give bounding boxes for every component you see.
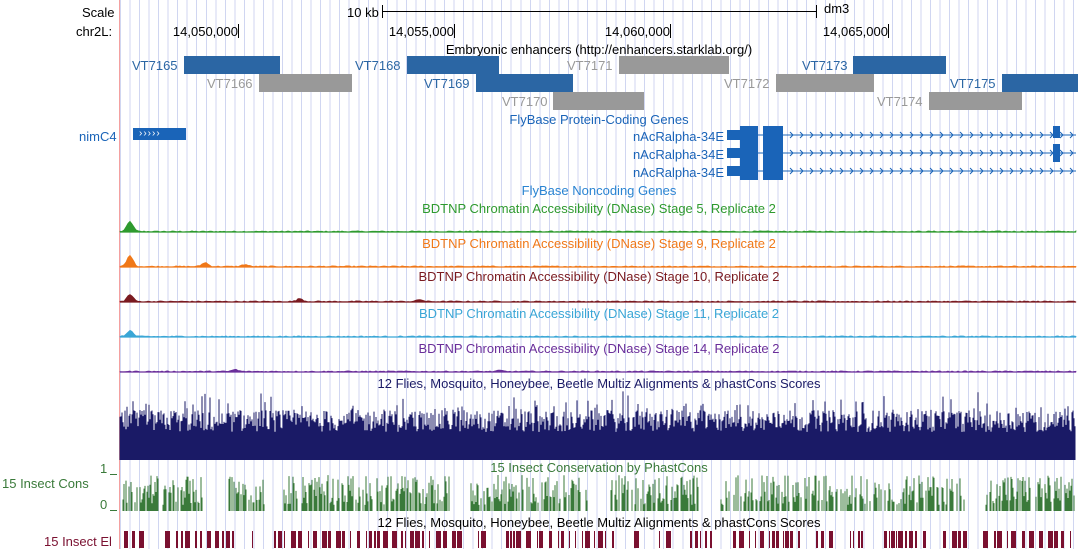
gene-feature-nimc4[interactable]: ›››››	[133, 128, 186, 140]
ruler-position: 14,055,000	[388, 24, 454, 39]
elements-side-label[interactable]: 15 Insect El	[44, 534, 112, 549]
enhancer-feature[interactable]	[407, 56, 499, 74]
enhancer-feature[interactable]	[259, 74, 352, 92]
enhancer-label[interactable]: VT7170	[502, 94, 548, 109]
ruler-tick	[238, 24, 239, 38]
gene-label-nacralpha[interactable]: nAcRalpha-34E	[632, 165, 724, 180]
enhancer-feature[interactable]	[184, 56, 280, 74]
dnase-stage11-title: BDTNP Chromatin Accessibility (DNase) St…	[418, 306, 780, 321]
enhancer-feature[interactable]	[619, 56, 729, 74]
enhancer-label[interactable]: VT7173	[802, 58, 848, 73]
phastcons-ymax: 1	[100, 461, 108, 476]
phastcons-side-label[interactable]: 15 Insect Cons	[2, 476, 89, 491]
left-label-divider	[119, 0, 120, 549]
gene-label-nacralpha[interactable]: nAcRalpha-34E	[632, 147, 724, 162]
enhancer-feature[interactable]	[929, 92, 1022, 110]
enhancer-label[interactable]: VT7166	[207, 76, 253, 91]
scale-bar-right-tick	[816, 5, 817, 18]
scale-bar-left-tick	[382, 5, 383, 18]
enhancer-label[interactable]: VT7169	[424, 76, 470, 91]
chrom-label: chr2L:	[76, 24, 113, 39]
scale-bar-text: 10 kb	[347, 5, 379, 20]
enhancer-label[interactable]: VT7172	[724, 76, 770, 91]
enhancer-feature[interactable]	[853, 56, 946, 74]
ruler-tick	[670, 24, 671, 38]
dnase-stage5-title: BDTNP Chromatin Accessibility (DNase) St…	[422, 201, 776, 216]
elements-track-title: 12 Flies, Mosquito, Honeybee, Beetle Mul…	[377, 515, 821, 530]
enhancer-label[interactable]: VT7174	[877, 94, 923, 109]
scale-bar	[382, 11, 817, 12]
gene-label-nacralpha[interactable]: nAcRalpha-34E	[632, 129, 724, 144]
phastcons-ymin-tick	[110, 510, 117, 511]
enhancer-feature[interactable]	[476, 74, 573, 92]
enhancer-label[interactable]: VT7171	[567, 58, 613, 73]
scale-label: Scale	[82, 5, 115, 20]
assembly-label: dm3	[824, 1, 850, 16]
multiz-track-title: 12 Flies, Mosquito, Honeybee, Beetle Mul…	[377, 376, 821, 391]
enhancer-label[interactable]: VT7175	[950, 76, 996, 91]
ruler-position: 14,060,000	[604, 24, 670, 39]
enhancer-feature[interactable]	[1002, 74, 1078, 92]
gene-label-nimc4[interactable]: nimC4	[79, 129, 117, 144]
phastcons-ymax-tick	[110, 474, 117, 475]
dnase-stage10-title: BDTNP Chromatin Accessibility (DNase) St…	[418, 269, 780, 284]
dnase-stage14-title: BDTNP Chromatin Accessibility (DNase) St…	[418, 341, 780, 356]
dnase-stage9-title: BDTNP Chromatin Accessibility (DNase) St…	[422, 236, 776, 251]
flybase-noncoding-track-title: FlyBase Noncoding Genes	[521, 183, 677, 198]
enhancer-label[interactable]: VT7168	[355, 58, 401, 73]
enhancers-track-title: Embryonic enhancers (http://enhancers.st…	[445, 42, 753, 57]
ruler-tick	[454, 24, 455, 38]
enhancer-feature[interactable]	[553, 92, 644, 110]
enhancer-label[interactable]: VT7165	[132, 58, 178, 73]
ruler-tick	[888, 24, 889, 38]
phastcons-track-title: 15 Insect Conservation by PhastCons	[490, 460, 708, 475]
ruler-position: 14,050,000	[172, 24, 238, 39]
phastcons-ymin: 0	[100, 497, 108, 512]
flybase-coding-track-title: FlyBase Protein-Coding Genes	[509, 112, 689, 127]
ruler-position: 14,065,000	[822, 24, 888, 39]
enhancer-feature[interactable]	[776, 74, 874, 92]
